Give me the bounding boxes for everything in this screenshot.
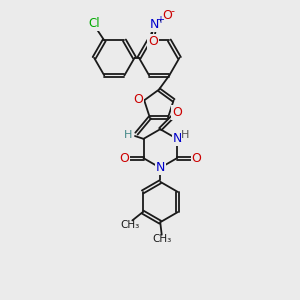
Text: O: O [148,35,158,48]
Text: +: + [156,15,164,25]
Text: CH₃: CH₃ [120,220,139,230]
Text: O: O [119,152,129,165]
Text: H: H [181,130,190,140]
Text: O: O [172,106,182,119]
Text: O: O [133,93,143,106]
Text: Cl: Cl [88,17,100,30]
Text: N: N [150,18,159,32]
Text: H: H [124,130,133,140]
Text: O: O [191,152,201,165]
Text: CH₃: CH₃ [152,235,171,244]
Text: -: - [170,6,174,16]
Text: O: O [162,9,172,22]
Text: N: N [172,132,182,145]
Text: N: N [155,161,165,174]
